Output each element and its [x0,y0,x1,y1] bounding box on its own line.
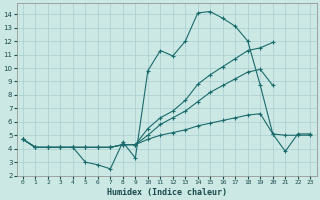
X-axis label: Humidex (Indice chaleur): Humidex (Indice chaleur) [107,188,227,197]
